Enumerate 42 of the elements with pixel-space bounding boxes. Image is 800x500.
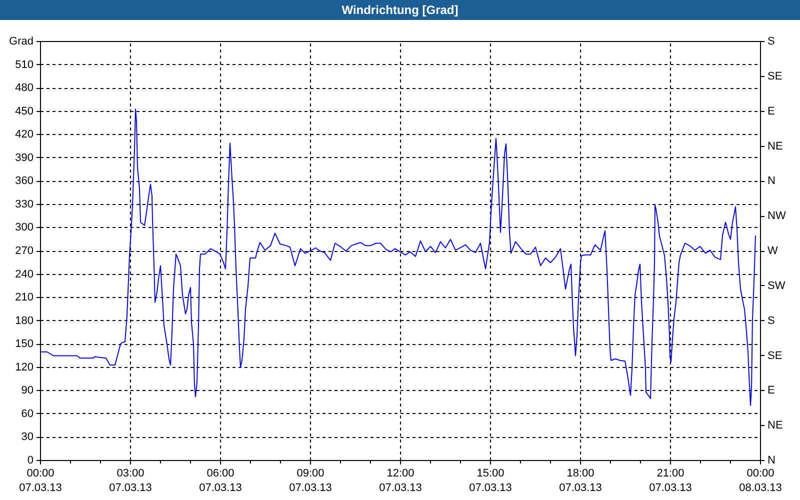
- y-tick-label: 240: [15, 268, 34, 280]
- y-tick-label: 420: [15, 128, 34, 141]
- category-label: N: [768, 454, 776, 466]
- y-tick-label: 450: [15, 105, 34, 118]
- category-label: NE: [768, 420, 783, 432]
- y-tick-label: 510: [15, 58, 34, 71]
- y-tick-label: 150: [15, 338, 34, 350]
- category-label: E: [768, 384, 775, 397]
- category-label: N: [768, 175, 776, 188]
- y-tick-label: 0: [27, 454, 34, 466]
- category-label: E: [768, 105, 775, 118]
- y-tick-label: 390: [15, 152, 34, 164]
- chart-title: Windrichtung [Grad]: [342, 2, 458, 19]
- y-tick-label: 330: [15, 198, 34, 210]
- y-tick-label: 30: [21, 431, 34, 444]
- category-label: SE: [768, 350, 782, 362]
- x-tick-label: 21:00 07.03.13: [649, 468, 692, 494]
- x-tick-label: 12:00 07.03.13: [379, 468, 422, 494]
- y-tick-label: 120: [15, 361, 34, 374]
- y-tick-label: 360: [15, 175, 34, 188]
- y-tick-label: 180: [15, 314, 34, 327]
- category-label: W: [768, 245, 778, 257]
- x-tick-label: 18:00 07.03.13: [559, 468, 602, 494]
- category-label: S: [768, 36, 775, 48]
- y-axis-title: Grad: [9, 36, 34, 48]
- y-tick-label: 90: [21, 384, 34, 397]
- y-tick-label: 210: [15, 292, 34, 304]
- y-tick-label: 60: [21, 408, 34, 420]
- category-label: SW: [768, 280, 786, 292]
- x-tick-label: 00:00 08.03.13: [739, 468, 782, 494]
- y-tick-label: 270: [15, 245, 34, 257]
- y-tick-label: 480: [15, 82, 34, 94]
- x-tick-label: 00:00 07.03.13: [19, 468, 62, 494]
- x-tick-label: 06:00 07.03.13: [199, 468, 242, 494]
- category-label: SE: [768, 70, 782, 82]
- category-label: NW: [768, 210, 786, 222]
- category-label: NE: [768, 140, 783, 152]
- x-tick-label: 03:00 07.03.13: [109, 468, 152, 494]
- x-tick-label: 15:00 07.03.13: [469, 468, 512, 494]
- category-label: S: [768, 314, 775, 327]
- x-tick-label: 09:00 07.03.13: [289, 468, 332, 494]
- y-tick-label: 300: [15, 222, 34, 234]
